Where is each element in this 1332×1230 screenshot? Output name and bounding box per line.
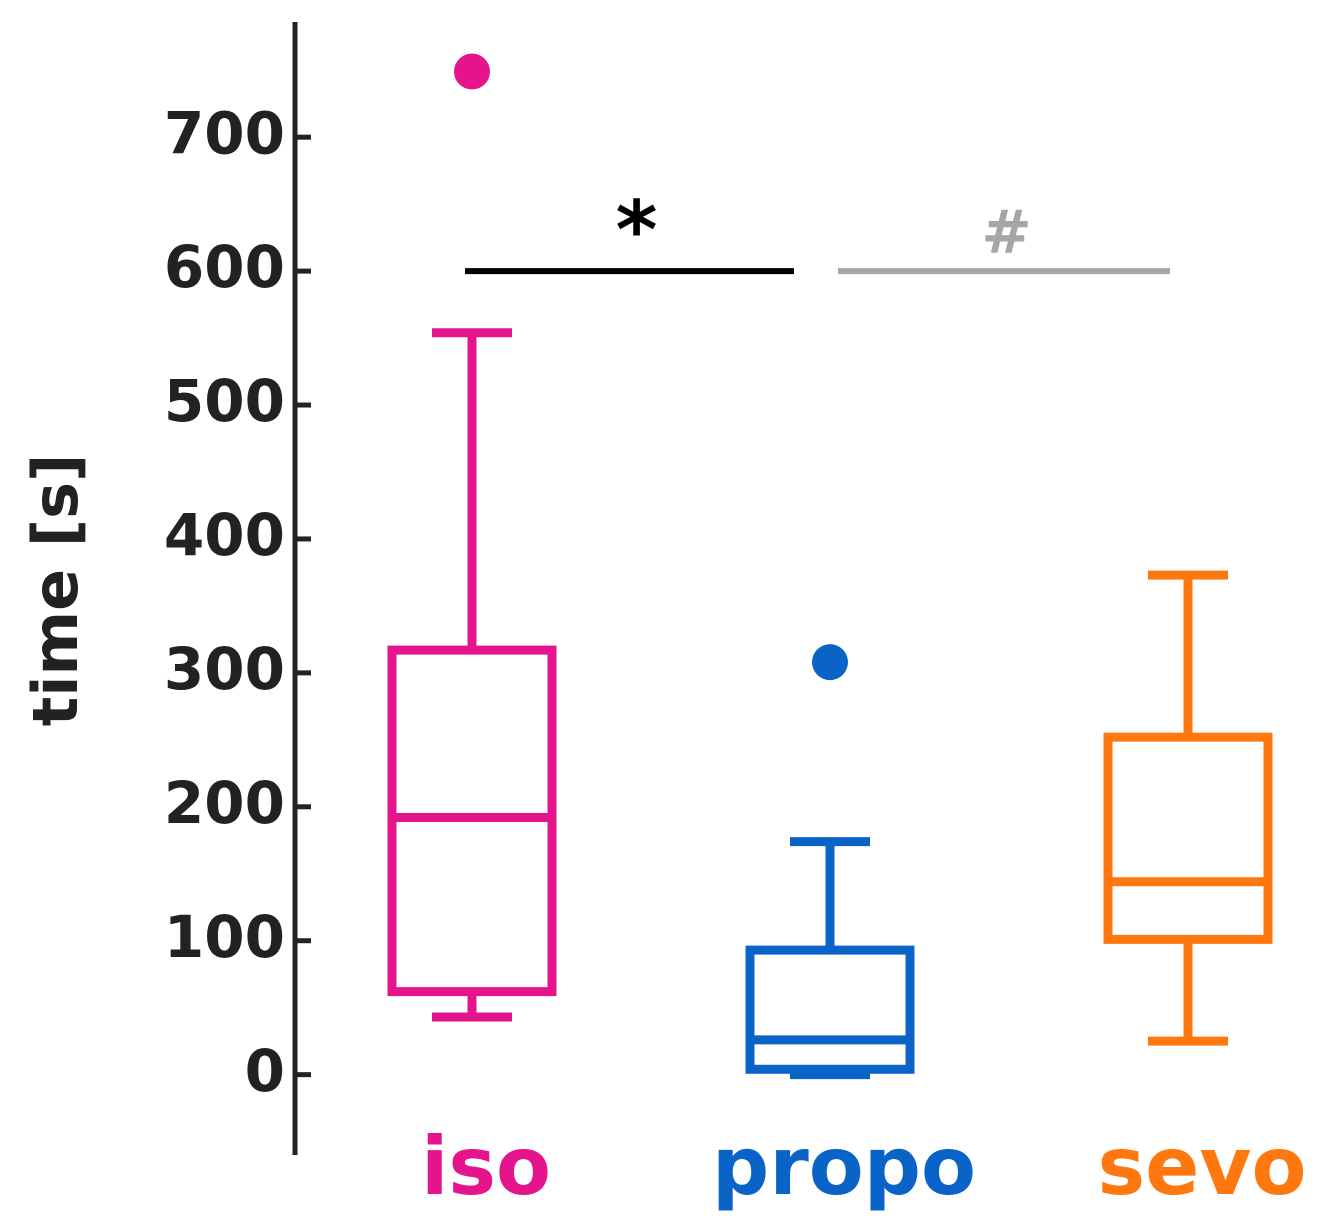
y-axis-label: time [s] (19, 454, 92, 727)
y-tick-label: 600 (164, 233, 285, 301)
x-tick-label: sevo (1098, 1120, 1307, 1213)
outlier (454, 53, 490, 90)
x-tick-label: propo (712, 1120, 976, 1213)
outlier (812, 644, 848, 681)
y-tick-label: 200 (164, 769, 285, 837)
y-tick-label: 0 (245, 1037, 285, 1105)
x-tick-label: iso (421, 1120, 551, 1213)
box (1103, 732, 1273, 944)
y-tick-label: 300 (164, 635, 285, 703)
y-tick-label: 400 (164, 501, 285, 569)
y-tick-label: 700 (164, 99, 285, 167)
y-tick-label: 100 (164, 903, 285, 971)
significance-mark: # (981, 198, 1031, 268)
y-tick-label: 500 (164, 367, 285, 435)
significance-mark: * (616, 184, 658, 277)
box (745, 945, 915, 1074)
